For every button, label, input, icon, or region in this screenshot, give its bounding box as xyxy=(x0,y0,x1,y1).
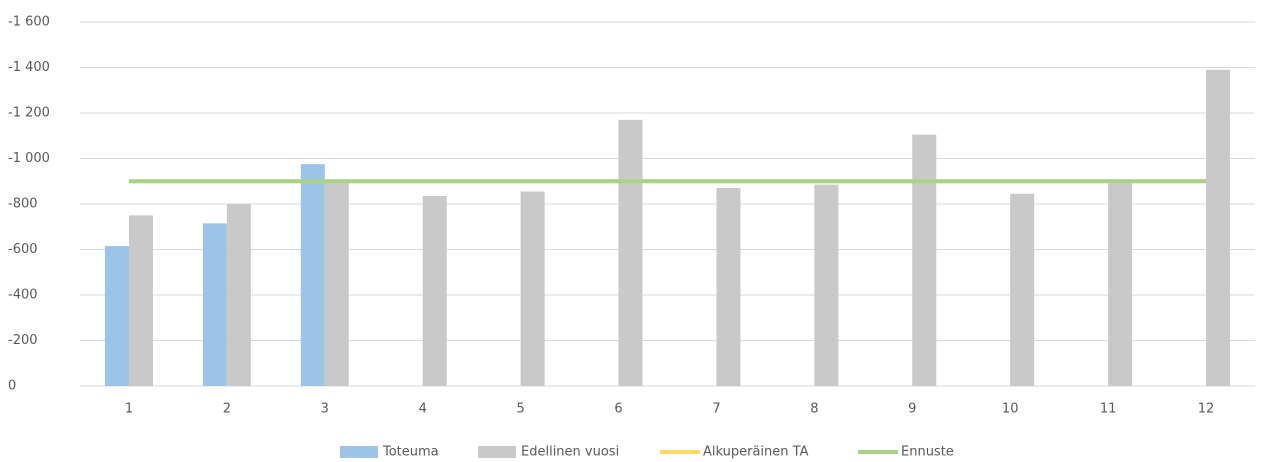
bar xyxy=(324,181,349,386)
bar xyxy=(1108,181,1133,386)
x-tick-label: 2 xyxy=(223,402,231,417)
y-tick-label: -1 000 xyxy=(8,151,50,166)
y-tick-label: -800 xyxy=(8,197,38,212)
x-tick-label: 7 xyxy=(712,402,720,417)
bar xyxy=(912,134,937,386)
bar xyxy=(716,188,741,386)
y-tick-label: -600 xyxy=(8,242,38,257)
bar xyxy=(202,223,227,386)
legend-label: Toteuma xyxy=(382,445,439,460)
x-tick-label: 4 xyxy=(419,402,427,417)
x-tick-label: 12 xyxy=(1198,402,1215,417)
x-tick-label: 6 xyxy=(614,402,622,417)
y-tick-label: -200 xyxy=(8,333,38,348)
bar xyxy=(128,215,153,386)
x-tick-label: 11 xyxy=(1100,402,1117,417)
y-tick-label: -400 xyxy=(8,288,38,303)
x-tick-label: 1 xyxy=(125,402,133,417)
x-tick-label: 9 xyxy=(908,402,916,417)
legend-swatch xyxy=(340,446,378,458)
legend-swatch xyxy=(478,446,516,458)
x-tick-label: 8 xyxy=(810,402,818,417)
bar xyxy=(422,196,447,386)
legend-label: Ennuste xyxy=(901,445,954,460)
legend-label: Edellinen vuosi xyxy=(521,445,619,460)
y-tick-label: -1 400 xyxy=(8,60,50,75)
bar xyxy=(104,246,129,386)
bar xyxy=(1010,193,1035,386)
x-tick-label: 5 xyxy=(516,402,524,417)
bar xyxy=(814,184,839,386)
bar xyxy=(300,164,325,386)
legend-label: Alkuperäinen TA xyxy=(703,445,809,460)
y-tick-label: -1 600 xyxy=(8,15,50,30)
x-tick-label: 10 xyxy=(1002,402,1019,417)
y-tick-label: 0 xyxy=(8,379,16,394)
bar xyxy=(226,204,251,386)
bar xyxy=(520,191,545,386)
bar xyxy=(618,119,643,386)
x-tick-label: 3 xyxy=(321,402,329,417)
y-tick-label: -1 200 xyxy=(8,106,50,121)
bar xyxy=(1206,69,1231,387)
